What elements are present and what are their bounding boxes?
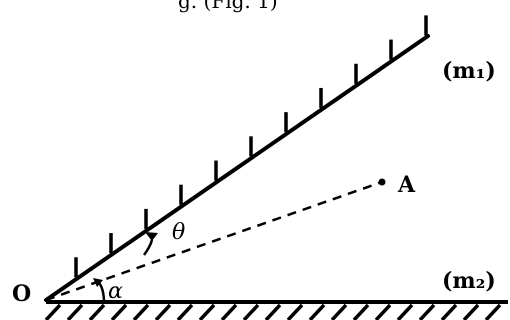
theta-arc [142,239,154,256]
mirror-m2-hatch-mark [110,303,128,320]
label-theta: θ [172,220,185,245]
mirror-m2-hatch-mark [132,303,150,320]
mirror-m2-hatches [44,303,502,320]
theta-arrow [145,232,158,241]
label-mirror-m1: (m₁) [442,58,496,84]
label-point-a: A [397,172,416,198]
mirror-m1 [44,15,430,302]
mirror-m2-hatch-mark [440,303,458,320]
dashed-line-oa [45,180,383,302]
label-mirror-m2: (m₂) [442,268,496,294]
mirror-m2-hatch-mark [374,303,392,320]
mirror-m2 [44,300,508,320]
caption-fragment: g. (Fig. 1) [178,0,278,13]
mirror-m2-hatch-mark [330,303,348,320]
mirror-m2-hatch-mark [264,303,282,320]
mirror-m2-hatch-mark [44,303,62,320]
mirror-m2-hatch-mark [484,303,502,320]
mirror-m2-hatch-mark [396,303,414,320]
mirror-m2-hatch-mark [352,303,370,320]
mirror-m2-hatch-mark [308,303,326,320]
mirror-m2-hatch-mark [286,303,304,320]
mirror-m1-hatches [74,15,428,278]
mirror-m2-hatch-mark [88,303,106,320]
mirror-m2-hatch-mark [242,303,260,320]
mirror-m2-hatch-mark [154,303,172,320]
mirror-m2-hatch-mark [176,303,194,320]
mirror-m2-hatch-mark [198,303,216,320]
mirror-m2-hatch-mark [66,303,84,320]
label-alpha: α [108,279,123,304]
mirror-m2-hatch-mark [462,303,480,320]
label-origin: O [12,281,31,307]
mirror-m1-line [44,34,430,302]
mirror-m2-hatch-mark [220,303,238,320]
alpha-arrow [93,278,103,287]
point-a-dot [378,178,386,186]
mirror-m2-hatch-mark [418,303,436,320]
